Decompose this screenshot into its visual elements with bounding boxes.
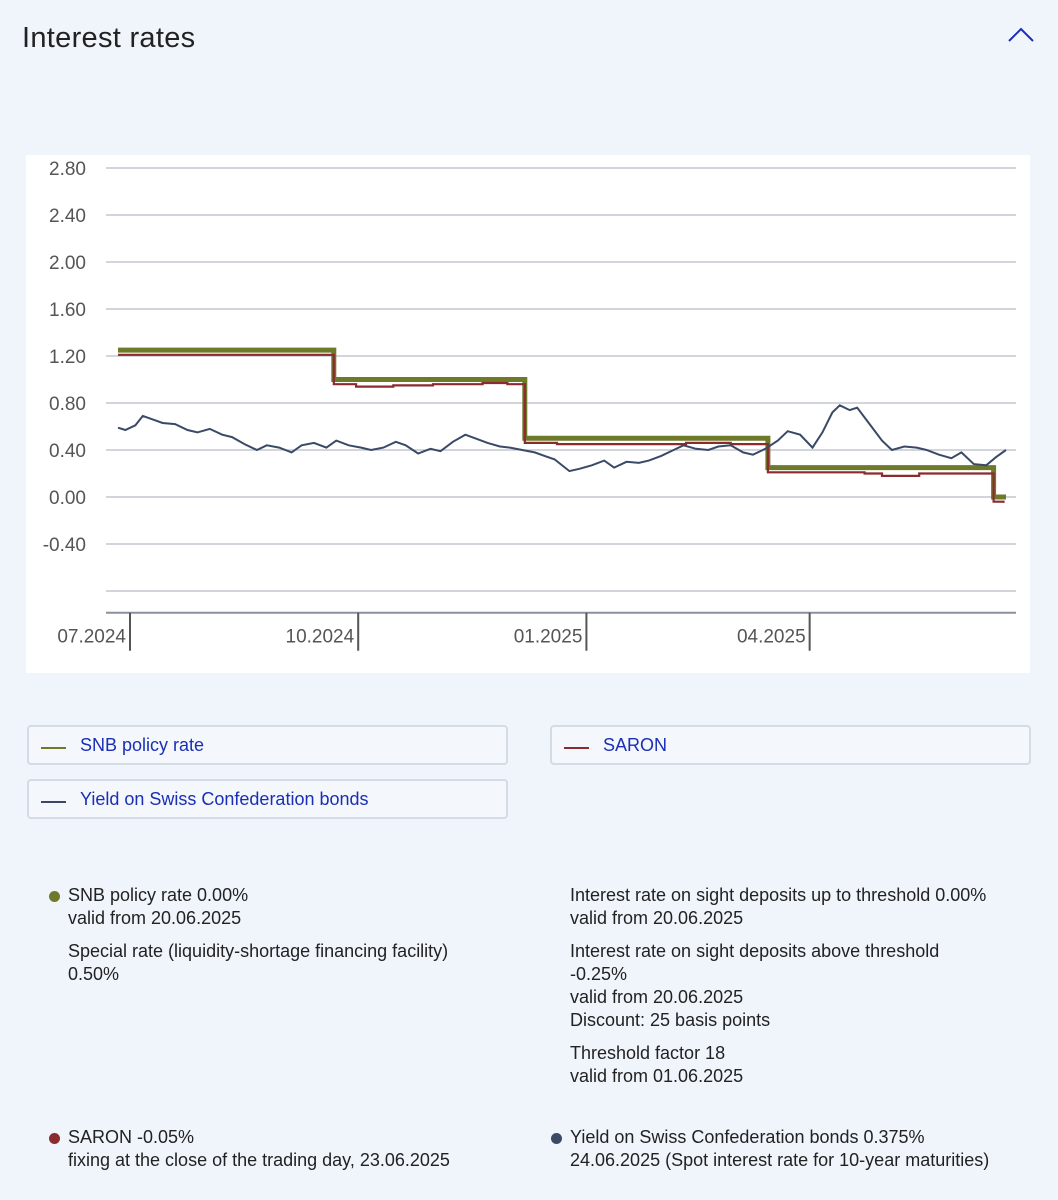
legend-toggle-snb-policy-rate[interactable]: SNB policy rate <box>27 725 508 765</box>
yield-swatch <box>41 801 66 803</box>
series-line-snb <box>118 347 1006 500</box>
saron-info: SARON -0.05% fixing at the close of the … <box>68 1126 528 1172</box>
legend-label-yield: Yield on Swiss Confederation bonds <box>80 788 369 809</box>
saron-bullet <box>49 1133 60 1144</box>
sight-above-threshold-valid: valid from 20.06.2025 <box>570 987 744 1007</box>
collapse-button[interactable] <box>1002 20 1040 50</box>
snb-policy-rate-swatch <box>41 747 66 749</box>
chart-svg: 2.80 2.40 2.00 1.60 1.20 0.80 0.40 0.00 -0.40 07… <box>43 159 1016 651</box>
y-tick-label: 2.40 <box>49 206 86 227</box>
x-tick-label: 07.2024 <box>57 627 126 648</box>
legend-toggle-saron[interactable]: SARON <box>550 725 1031 765</box>
y-tick-label: 1.20 <box>49 347 86 368</box>
threshold-factor-valid: valid from 01.06.2025 <box>570 1066 744 1086</box>
y-tick-label: -0.40 <box>43 535 86 556</box>
x-tick-label: 04.2025 <box>737 627 806 648</box>
threshold-factor: Threshold factor 18 <box>570 1043 726 1063</box>
yield-value: Yield on Swiss Confederation bonds 0.375… <box>570 1127 925 1147</box>
sight-up-to-threshold: Interest rate on sight deposits up to th… <box>570 885 987 905</box>
sight-above-threshold: Interest rate on sight deposits above th… <box>570 941 940 961</box>
snb-policy-rate-info: SNB policy rate 0.00% valid from 20.06.2… <box>68 884 528 986</box>
chart-gridlines <box>106 167 1016 614</box>
series-line-saron <box>118 353 1005 503</box>
sight-above-threshold-discount: Discount: 25 basis points <box>570 1010 771 1030</box>
y-tick-label: 0.40 <box>49 441 86 462</box>
chevron-up-icon <box>1008 27 1034 42</box>
legend-label-saron: SARON <box>603 734 668 755</box>
legend-toggle-yield[interactable]: Yield on Swiss Confederation bonds <box>27 779 508 819</box>
y-tick-label: 1.60 <box>49 300 86 321</box>
x-tick-label: 01.2025 <box>514 627 583 648</box>
y-tick-label: 2.00 <box>49 253 86 274</box>
saron-swatch <box>564 747 589 749</box>
snb-policy-rate-valid: valid from 20.06.2025 <box>68 908 242 928</box>
y-tick-label: 0.00 <box>49 488 86 509</box>
page-title: Interest rates <box>22 22 196 54</box>
saron-fixing: fixing at the close of the trading day, … <box>68 1150 450 1170</box>
y-tick-label: 0.80 <box>49 394 86 415</box>
chart-series <box>117 347 1007 503</box>
y-axis-ticks: 2.80 2.40 2.00 1.60 1.20 0.80 0.40 0.00 -0.40 <box>43 159 86 556</box>
sight-up-to-threshold-valid: valid from 20.06.2025 <box>570 908 744 928</box>
sight-deposits-info: Interest rate on sight deposits up to th… <box>570 884 1040 1088</box>
sight-above-threshold-rate: -0.25% <box>570 964 628 984</box>
yield-date: 24.06.2025 (Spot interest rate for 10-ye… <box>570 1150 990 1170</box>
saron-value: SARON -0.05% <box>68 1127 195 1147</box>
special-rate-label: Special rate (liquidity-shortage financi… <box>68 941 449 961</box>
x-tick-label: 10.2024 <box>286 627 355 648</box>
y-tick-label: 2.80 <box>49 159 86 180</box>
yield-info: Yield on Swiss Confederation bonds 0.375… <box>570 1126 1040 1172</box>
snb-policy-rate-value: SNB policy rate 0.00% <box>68 885 249 905</box>
special-rate-value: 0.50% <box>68 964 120 984</box>
legend-label-snb: SNB policy rate <box>80 734 205 755</box>
section-header: Interest rates <box>0 0 1058 80</box>
snb-policy-rate-bullet <box>49 891 60 902</box>
yield-bullet <box>551 1133 562 1144</box>
x-axis-ticks: 07.2024 10.2024 01.2025 04.2025 <box>57 612 811 651</box>
series-line-yield <box>117 404 1007 473</box>
interest-rates-chart: 2.80 2.40 2.00 1.60 1.20 0.80 0.40 0.00 -0.40 07… <box>26 155 1030 673</box>
